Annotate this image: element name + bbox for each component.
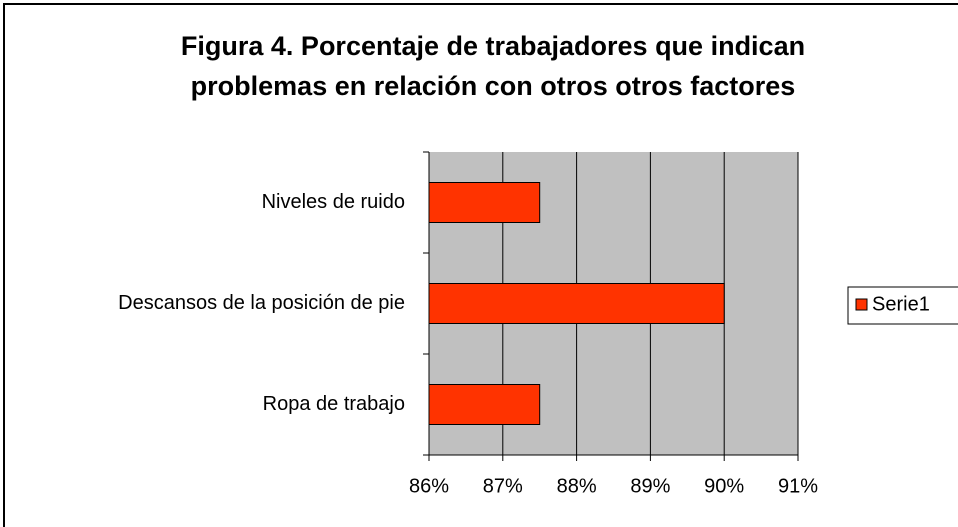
x-tick-label: 89% <box>630 475 670 497</box>
y-tick-label: Descansos de la posición de pie <box>118 292 405 314</box>
y-tick-label: Ropa de trabajo <box>263 393 405 415</box>
legend-label: Serie1 <box>872 293 930 315</box>
chart-title: problemas en relación con otros otros fa… <box>191 71 796 101</box>
chart-title: Figura 4. Porcentaje de trabajadores que… <box>181 31 805 61</box>
x-tick-label: 88% <box>557 475 597 497</box>
x-tick-label: 86% <box>409 475 449 497</box>
legend-swatch <box>855 298 868 311</box>
x-tick-label: 90% <box>704 475 744 497</box>
x-tick-label: 91% <box>778 475 818 497</box>
x-tick-label: 87% <box>483 475 523 497</box>
bar <box>428 384 541 425</box>
y-tick-label: Niveles de ruido <box>262 191 405 213</box>
bar <box>428 182 541 223</box>
bar <box>428 283 725 324</box>
